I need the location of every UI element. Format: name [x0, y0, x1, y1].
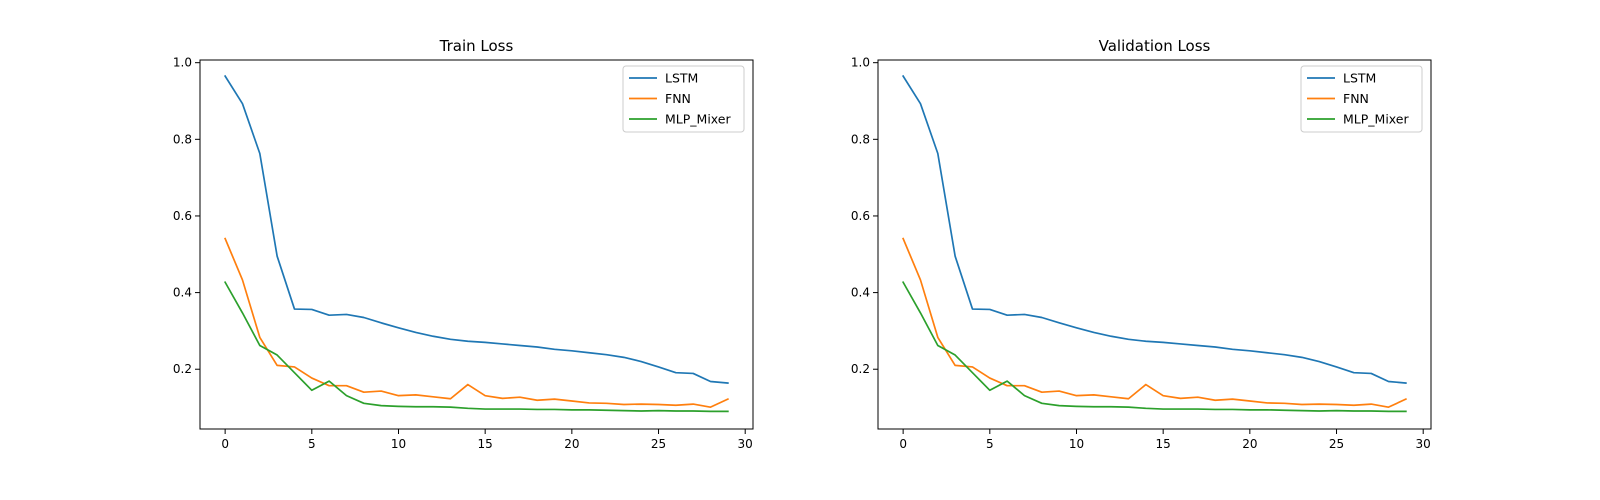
legend-box	[622, 65, 745, 133]
legend-box	[1300, 65, 1423, 133]
x-tick-label: 25	[651, 437, 666, 451]
legend-label: LSTM	[665, 71, 698, 86]
x-tick-label: 10	[391, 437, 406, 451]
x-tick-label: 0	[221, 437, 229, 451]
x-tick-label: 15	[478, 437, 493, 451]
x-tick-label: 10	[1069, 437, 1084, 451]
x-tick-label: 5	[308, 437, 316, 451]
legend-label: MLP_Mixer	[665, 112, 731, 127]
series-line-mlp-mixer	[901, 281, 1407, 413]
chart-title: Validation Loss	[1099, 37, 1211, 55]
y-tick-label: 1.0	[173, 56, 192, 70]
y-tick-label: 0.6	[173, 209, 192, 223]
x-tick-label: 5	[986, 437, 994, 451]
series-line-lstm	[223, 74, 729, 384]
legend: LSTM FNN MLP_Mixer	[1300, 65, 1423, 133]
series-line-mlp-mixer	[223, 281, 729, 413]
legend-label: MLP_Mixer	[1343, 112, 1409, 127]
x-tick-label: 30	[738, 437, 753, 451]
legend-label: FNN	[1343, 91, 1369, 106]
axes-frame	[199, 59, 754, 430]
x-tick-label: 15	[1156, 437, 1171, 451]
x-tick-label: 20	[1242, 437, 1257, 451]
y-tick-label: 0.4	[851, 286, 870, 300]
y-tick-label: 0.4	[173, 286, 192, 300]
x-tick-label: 30	[1416, 437, 1431, 451]
legend-label: FNN	[665, 91, 691, 106]
series-line-fnn	[902, 237, 1407, 409]
x-tick-label: 20	[564, 437, 579, 451]
legend-label: LSTM	[1343, 71, 1376, 86]
y-tick-label: 0.6	[851, 209, 870, 223]
legend: LSTM FNN MLP_Mixer	[622, 65, 745, 133]
chart-panel-1: Train Loss 0 5 10 15 20 25 30 0.2 0.4 0.6 0.8 1.0 LST…	[173, 37, 754, 451]
x-tick-label: 0	[899, 437, 907, 451]
y-tick-label: 0.2	[851, 362, 870, 376]
chart-title: Train Loss	[439, 37, 514, 55]
chart-panel-2: Validation Loss 0 5 10 15 20 25 30 0.2 0.4 0.6 0.8 1…	[851, 37, 1432, 451]
y-tick-label: 0.8	[851, 132, 870, 146]
y-tick-label: 0.8	[173, 132, 192, 146]
series-line-fnn	[224, 237, 729, 409]
y-tick-label: 1.0	[851, 56, 870, 70]
x-tick-label: 25	[1329, 437, 1344, 451]
y-tick-label: 0.2	[173, 362, 192, 376]
series-line-lstm	[901, 74, 1407, 384]
axes-frame	[877, 59, 1432, 430]
